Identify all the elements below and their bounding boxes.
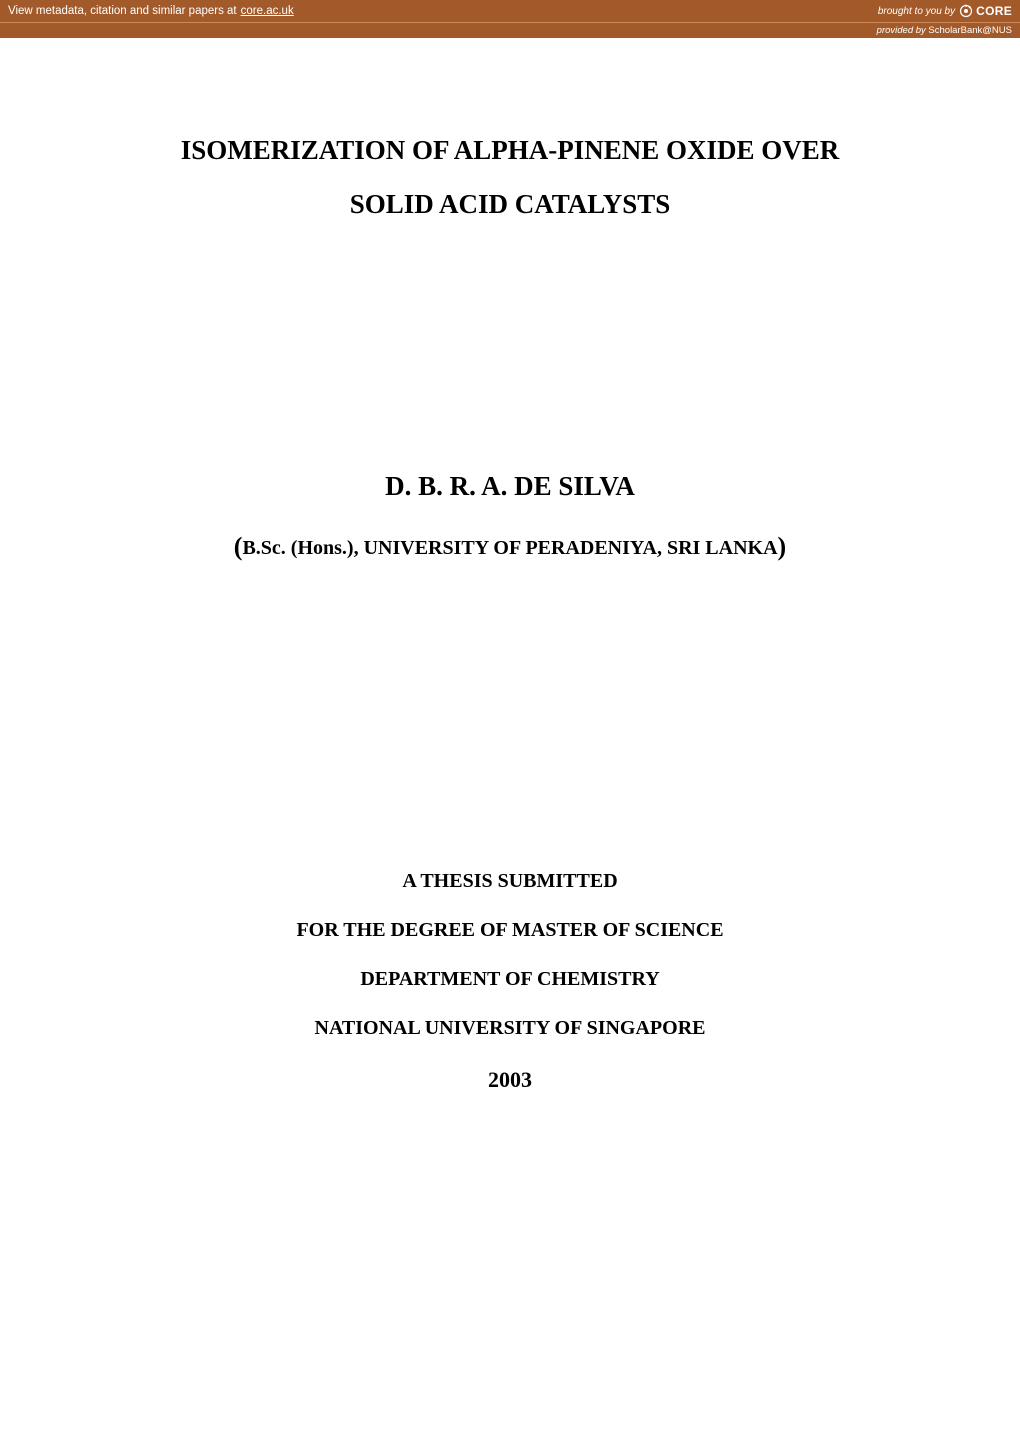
title-line-2: SOLID ACID CATALYSTS: [100, 177, 920, 231]
core-brand-text: CORE: [976, 4, 1012, 18]
brought-to-you-text: brought to you by: [878, 6, 955, 17]
submission-block: A THESIS SUBMITTED FOR THE DEGREE OF MAS…: [100, 857, 920, 1107]
provider-name: ScholarBank@NUS: [928, 25, 1012, 36]
submission-line-4: NATIONAL UNIVERSITY OF SINGAPORE: [100, 1004, 920, 1053]
close-paren: ): [778, 532, 787, 561]
banner-right: brought to you by CORE: [878, 4, 1012, 18]
provider-banner: provided by ScholarBank@NUS: [0, 22, 1020, 38]
banner-prefix-text: View metadata, citation and similar pape…: [8, 5, 237, 17]
metadata-banner: View metadata, citation and similar pape…: [0, 0, 1020, 22]
thesis-title: ISOMERIZATION OF ALPHA-PINENE OXIDE OVER…: [100, 123, 920, 231]
provided-by-label: provided by: [877, 25, 929, 36]
credentials-text: B.Sc. (Hons.), UNIVERSITY OF PERADENIYA,…: [242, 537, 777, 559]
core-link[interactable]: core.ac.uk: [241, 5, 294, 17]
author-credentials: (B.Sc. (Hons.), UNIVERSITY OF PERADENIYA…: [100, 532, 920, 562]
document-page: ISOMERIZATION OF ALPHA-PINENE OXIDE OVER…: [0, 38, 1020, 1107]
banner-left: View metadata, citation and similar pape…: [8, 5, 294, 17]
submission-line-1: A THESIS SUBMITTED: [100, 857, 920, 906]
author-name: D. B. R. A. DE SILVA: [100, 471, 920, 502]
core-logo[interactable]: CORE: [959, 4, 1012, 18]
title-line-1: ISOMERIZATION OF ALPHA-PINENE OXIDE OVER: [100, 123, 920, 177]
submission-line-2: FOR THE DEGREE OF MASTER OF SCIENCE: [100, 906, 920, 955]
submission-line-3: DEPARTMENT OF CHEMISTRY: [100, 955, 920, 1004]
core-logo-icon: [959, 4, 973, 18]
author-block: D. B. R. A. DE SILVA (B.Sc. (Hons.), UNI…: [100, 471, 920, 562]
year: 2003: [100, 1053, 920, 1107]
